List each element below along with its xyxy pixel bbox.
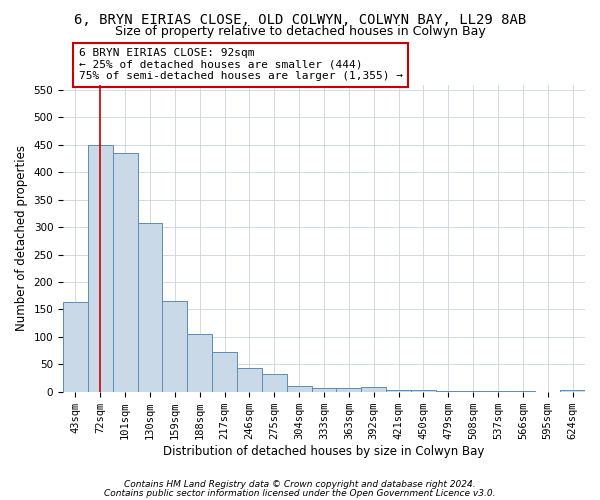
Bar [337, 388, 361, 392]
X-axis label: Distribution of detached houses by size in Colwyn Bay: Distribution of detached houses by size … [163, 444, 485, 458]
Bar [163, 301, 187, 392]
Y-axis label: Number of detached properties: Number of detached properties [15, 145, 28, 331]
Bar [311, 388, 337, 392]
Bar [137, 224, 163, 392]
Text: Contains HM Land Registry data © Crown copyright and database right 2024.: Contains HM Land Registry data © Crown c… [124, 480, 476, 489]
Bar [187, 334, 212, 392]
Bar [386, 390, 411, 392]
Bar [212, 352, 237, 392]
Bar [237, 368, 262, 392]
Bar [461, 391, 485, 392]
Text: 6, BRYN EIRIAS CLOSE, OLD COLWYN, COLWYN BAY, LL29 8AB: 6, BRYN EIRIAS CLOSE, OLD COLWYN, COLWYN… [74, 12, 526, 26]
Bar [361, 388, 386, 392]
Bar [287, 386, 311, 392]
Bar [63, 302, 88, 392]
Bar [485, 391, 511, 392]
Bar [113, 153, 137, 392]
Bar [88, 145, 113, 392]
Bar [411, 390, 436, 392]
Bar [436, 390, 461, 392]
Text: 6 BRYN EIRIAS CLOSE: 92sqm
← 25% of detached houses are smaller (444)
75% of sem: 6 BRYN EIRIAS CLOSE: 92sqm ← 25% of deta… [79, 48, 403, 82]
Text: Size of property relative to detached houses in Colwyn Bay: Size of property relative to detached ho… [115, 25, 485, 38]
Bar [511, 391, 535, 392]
Bar [560, 390, 585, 392]
Bar [262, 374, 287, 392]
Text: Contains public sector information licensed under the Open Government Licence v3: Contains public sector information licen… [104, 488, 496, 498]
